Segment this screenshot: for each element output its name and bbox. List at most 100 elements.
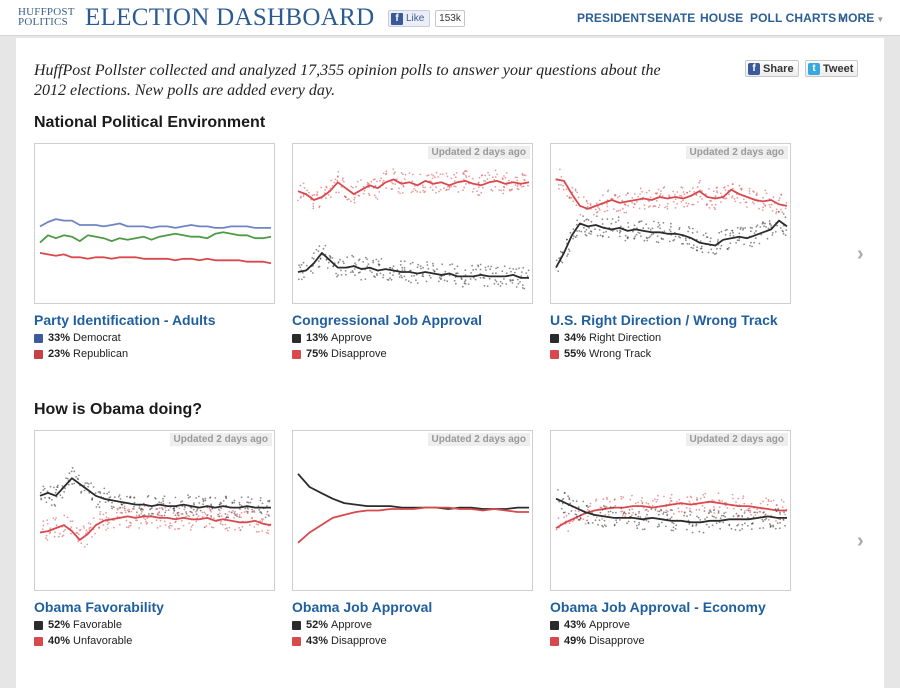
- poll-dot: [696, 515, 698, 518]
- poll-dot: [135, 519, 137, 522]
- poll-dot: [683, 511, 686, 514]
- facebook-icon: f: [391, 12, 403, 25]
- poll-dot: [582, 215, 584, 217]
- facebook-like-button[interactable]: f Like: [388, 10, 430, 27]
- poll-dot: [210, 515, 213, 517]
- poll-dot: [495, 267, 497, 270]
- poll-dot: [756, 511, 759, 514]
- chart-title-congressional-approval[interactable]: Congressional Job Approval: [292, 312, 483, 328]
- legend-swatch: [34, 349, 43, 359]
- poll-dot: [563, 516, 565, 519]
- poll-dot: [752, 190, 754, 193]
- nav-house[interactable]: HOUSE: [700, 11, 743, 25]
- poll-dot: [782, 213, 785, 215]
- nav-senate[interactable]: SENATE: [647, 11, 695, 25]
- poll-dot: [645, 508, 648, 511]
- poll-dot: [691, 524, 694, 527]
- chart-card[interactable]: [34, 143, 275, 304]
- poll-dot: [647, 520, 650, 523]
- poll-dot: [322, 247, 325, 250]
- chart-card[interactable]: Updated 2 days ago: [292, 143, 533, 304]
- poll-dot: [741, 528, 743, 530]
- legend-row: 34% Right Direction: [550, 330, 661, 346]
- poll-dot: [687, 202, 690, 205]
- poll-dot: [351, 254, 353, 257]
- twitter-tweet-button[interactable]: t Tweet: [805, 60, 859, 77]
- poll-dot: [431, 177, 434, 180]
- next-arrow-icon[interactable]: ›: [857, 530, 864, 552]
- poll-dot: [266, 510, 269, 513]
- poll-dot: [779, 521, 781, 524]
- chart-card[interactable]: Updated 2 days ago: [34, 430, 275, 591]
- poll-dot: [523, 287, 526, 290]
- poll-dot: [255, 530, 258, 533]
- poll-dot: [158, 501, 161, 503]
- nav-label: PRESIDENT: [577, 11, 647, 25]
- poll-dot: [105, 529, 107, 531]
- poll-dot: [302, 261, 305, 264]
- poll-dot: [163, 514, 166, 517]
- legend-label: Disapprove: [589, 635, 645, 647]
- poll-dot: [636, 227, 638, 229]
- poll-dot: [606, 218, 609, 221]
- facebook-share-button[interactable]: f Share: [745, 60, 799, 77]
- poll-dot: [601, 235, 604, 237]
- chart-title-right-direction[interactable]: U.S. Right Direction / Wrong Track: [550, 312, 778, 328]
- poll-dot: [133, 496, 135, 499]
- poll-dot: [454, 185, 457, 188]
- chart-card[interactable]: Updated 2 days ago: [550, 143, 791, 304]
- poll-dot: [571, 520, 574, 523]
- poll-dot: [180, 513, 183, 515]
- poll-dot: [268, 500, 271, 503]
- chart-title-obama-economy[interactable]: Obama Job Approval - Economy: [550, 599, 766, 615]
- poll-dot: [312, 202, 315, 205]
- poll-dot: [730, 527, 733, 530]
- poll-dot: [317, 250, 320, 253]
- poll-dot: [638, 510, 640, 513]
- poll-dot: [238, 514, 241, 516]
- poll-dot: [43, 487, 46, 490]
- poll-dot: [668, 228, 671, 231]
- nav-more[interactable]: MORE ▼: [838, 11, 884, 25]
- chart-title-obama-job-approval[interactable]: Obama Job Approval: [292, 599, 433, 615]
- poll-dot: [701, 198, 703, 200]
- poll-dot: [190, 526, 193, 528]
- poll-dot: [57, 535, 60, 538]
- poll-dot: [175, 516, 178, 519]
- poll-dot: [714, 195, 717, 197]
- poll-dot: [120, 503, 123, 506]
- nav-poll-charts[interactable]: POLL CHARTS ▼: [750, 11, 846, 25]
- poll-dot: [65, 477, 67, 480]
- poll-dot: [575, 204, 578, 206]
- poll-dot: [503, 175, 505, 177]
- poll-dot: [605, 525, 607, 528]
- nav-president[interactable]: PRESIDENT: [577, 11, 647, 25]
- poll-dot: [602, 194, 604, 196]
- chart-title-party-identification[interactable]: Party Identification - Adults: [34, 312, 216, 328]
- poll-dot: [706, 516, 708, 519]
- poll-dot: [433, 270, 436, 273]
- poll-dot: [318, 206, 321, 209]
- poll-dot: [708, 188, 710, 190]
- poll-dot: [479, 276, 482, 279]
- poll-dot: [567, 530, 570, 532]
- chart-card[interactable]: Updated 2 days ago: [292, 430, 533, 591]
- chart-title-obama-favorability[interactable]: Obama Favorability: [34, 599, 164, 615]
- poll-dot: [777, 210, 780, 213]
- poll-dot: [87, 483, 90, 485]
- app-title[interactable]: ELECTION DASHBOARD: [85, 4, 375, 31]
- poll-dot: [233, 499, 236, 502]
- chart-legend: 52% Favorable 40% Unfavorable: [34, 617, 132, 649]
- poll-dot: [227, 529, 229, 532]
- poll-dot: [398, 276, 401, 278]
- poll-dot: [597, 206, 599, 208]
- poll-dot: [674, 193, 676, 196]
- legend-row: 33% Democrat: [34, 330, 128, 346]
- poll-dot: [776, 522, 779, 524]
- huffpost-politics-logo[interactable]: HUFFPOST POLITICS: [18, 7, 76, 28]
- next-arrow-icon[interactable]: ›: [857, 243, 864, 265]
- poll-dot: [63, 514, 66, 517]
- poll-dot: [246, 512, 249, 515]
- chart-card[interactable]: Updated 2 days ago: [550, 430, 791, 591]
- poll-dot: [586, 508, 589, 511]
